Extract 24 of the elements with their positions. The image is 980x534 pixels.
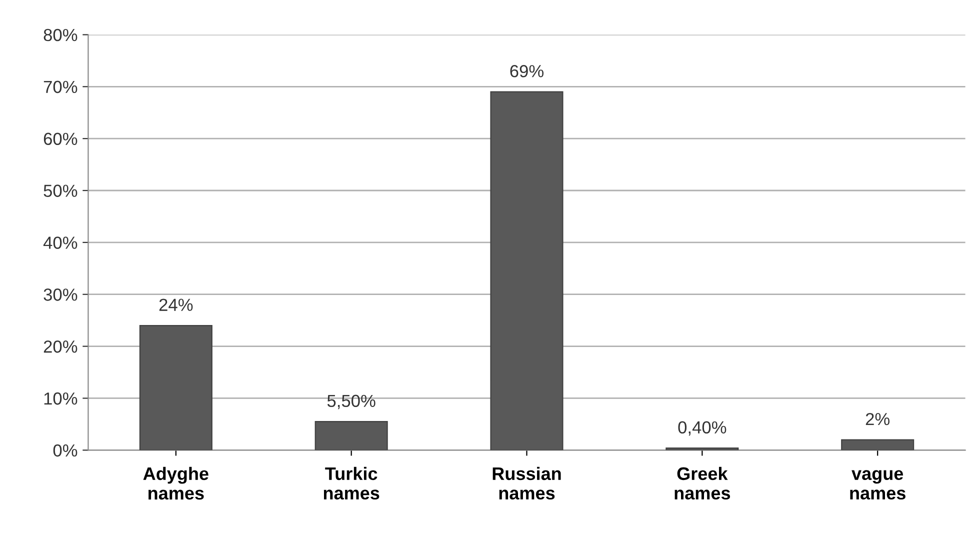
data-label: 2% — [866, 412, 890, 426]
bar — [490, 91, 564, 450]
y-tick-label: 0% — [53, 444, 78, 457]
y-tick-label: 40% — [43, 236, 78, 249]
data-label: 0,40% — [678, 421, 726, 436]
y-tick-label: 30% — [44, 288, 78, 301]
data-label: 5,50% — [327, 394, 376, 410]
y-tick-label: 80% — [44, 28, 78, 42]
data-label: 24% — [159, 298, 193, 311]
bar — [666, 448, 739, 450]
bar — [314, 421, 388, 450]
x-tick-label: vague names — [850, 470, 906, 500]
x-tick-label: Russian names — [492, 466, 561, 500]
y-tick-label: 70% — [44, 80, 78, 94]
x-tick-label: Adyghe names — [143, 466, 208, 500]
y-tick-label: 10% — [44, 392, 78, 405]
x-tick-label: Greek names — [674, 466, 730, 500]
bar — [139, 324, 212, 450]
x-tick-label: Turkic names — [324, 466, 380, 500]
bar — [841, 439, 914, 450]
y-tick-label: 50% — [44, 184, 78, 197]
y-tick-label: 20% — [44, 340, 78, 353]
data-label: 69% — [510, 65, 544, 78]
y-tick-label: 60% — [44, 132, 78, 146]
